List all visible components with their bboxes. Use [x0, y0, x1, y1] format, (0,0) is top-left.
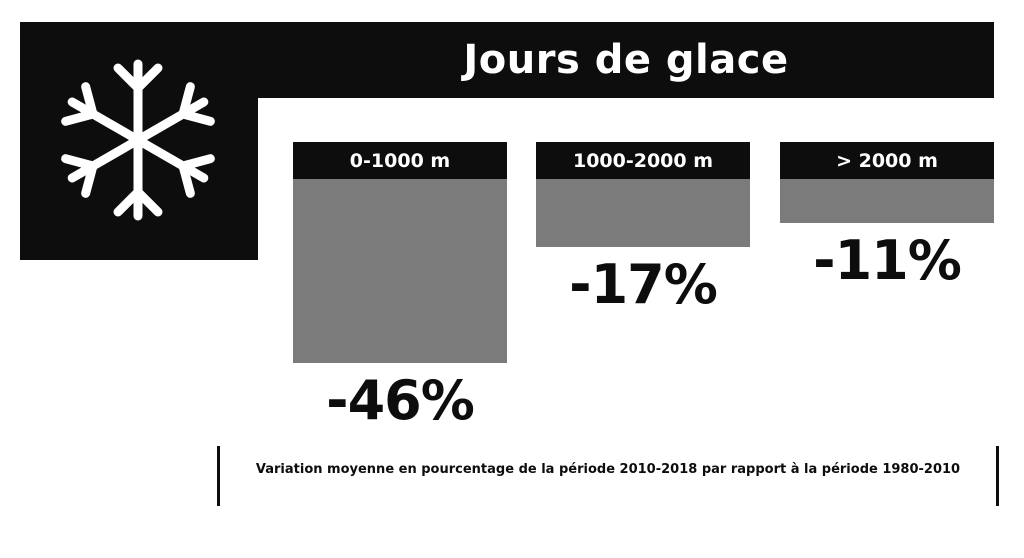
category-label: 0-1000 m — [293, 142, 507, 179]
footnote: Variation moyenne en pourcentage de la p… — [255, 462, 961, 477]
value-label: -17% — [569, 253, 718, 316]
footnote-left-rule — [217, 446, 220, 506]
value-label: -46% — [326, 369, 475, 432]
value-label: -11% — [813, 229, 962, 292]
icon-panel — [20, 22, 258, 260]
category-label: 1000-2000 m — [536, 142, 750, 179]
footnote-right-rule — [996, 446, 999, 506]
chart-title: Jours de glace — [258, 22, 994, 98]
snowflake-icon — [61, 59, 215, 221]
bar — [780, 179, 994, 223]
bar — [293, 179, 507, 363]
bar — [536, 179, 750, 247]
category-label: > 2000 m — [780, 142, 994, 179]
